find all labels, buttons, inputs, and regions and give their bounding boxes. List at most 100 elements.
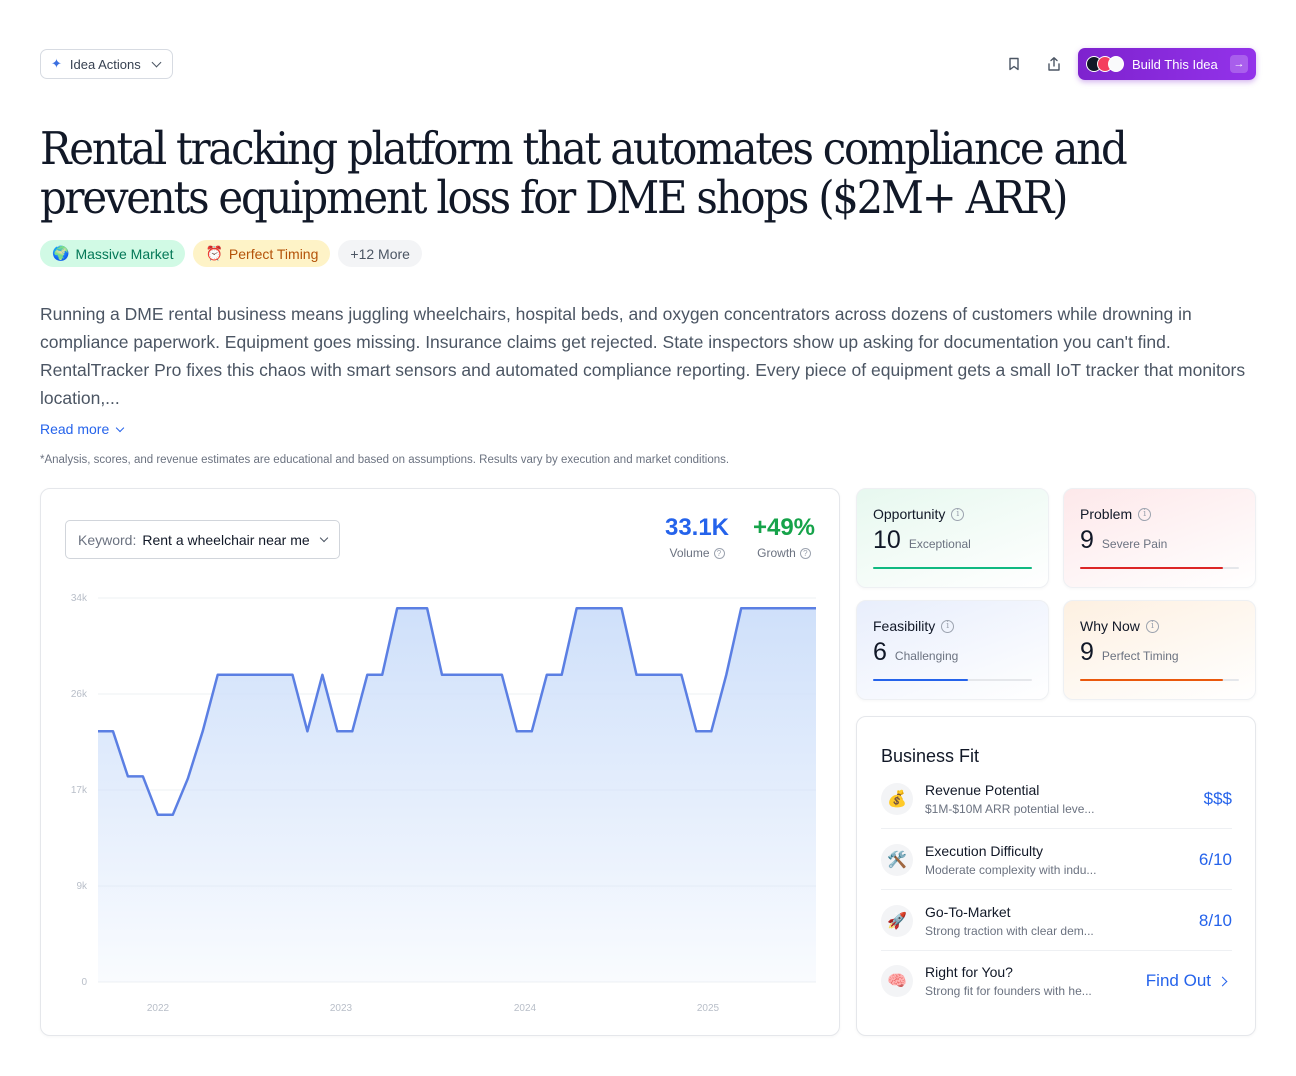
sparkle-icon: ✦ bbox=[51, 56, 62, 71]
score-bar-fill bbox=[1080, 567, 1224, 569]
score-subtitle: Exceptional bbox=[908, 537, 971, 551]
tag-massive-market[interactable]: 🌍 Massive Market bbox=[40, 240, 186, 267]
fit-value: $$$ bbox=[1203, 788, 1232, 808]
fit-subtitle: $1M-$10M ARR potential leve... bbox=[925, 801, 1095, 816]
tag-perfect-timing[interactable]: ⏰ Perfect Timing bbox=[193, 240, 331, 267]
brain-icon: 🧠 bbox=[881, 965, 913, 997]
score-bar bbox=[1080, 679, 1239, 681]
search-volume-chart: 34k 26k 17k 9k 0 2022 2023 2024 2025 bbox=[71, 593, 816, 1014]
y-tick-label: 0 bbox=[81, 977, 87, 988]
execution-difficulty-row[interactable]: 🛠️ Execution Difficulty Moderate complex… bbox=[881, 830, 1232, 890]
info-icon[interactable]: i bbox=[1145, 619, 1159, 633]
build-label: Build This Idea bbox=[1132, 56, 1218, 72]
score-bar bbox=[873, 679, 1032, 681]
fit-value: 6/10 bbox=[1198, 849, 1232, 869]
x-tick-label: 2023 bbox=[330, 1003, 353, 1014]
growth-label: Growth bbox=[757, 546, 796, 560]
why-now-score-card[interactable]: Why Now i 9 Perfect Timing bbox=[1063, 600, 1256, 700]
volume-area bbox=[98, 608, 816, 982]
score-bar-fill bbox=[1080, 679, 1224, 681]
keyword-label: Keyword: bbox=[78, 531, 137, 548]
score-name: Opportunity bbox=[873, 506, 946, 522]
alarm-clock-icon: ⏰ bbox=[205, 245, 223, 261]
bookmark-icon bbox=[1009, 57, 1019, 71]
info-icon[interactable]: i bbox=[941, 619, 955, 633]
y-tick-label: 26k bbox=[71, 689, 88, 700]
fit-name: Revenue Potential bbox=[925, 781, 1040, 798]
fit-name: Go-To-Market bbox=[925, 903, 1011, 920]
fit-name: Execution Difficulty bbox=[925, 842, 1044, 859]
bookmark-button[interactable] bbox=[1002, 52, 1026, 76]
score-value: 6 bbox=[873, 638, 887, 666]
globe-icon: 🌍 bbox=[52, 245, 70, 261]
x-tick-label: 2024 bbox=[514, 1003, 537, 1014]
read-more-label: Read more bbox=[40, 421, 110, 437]
tag-label: +12 More bbox=[350, 245, 410, 262]
volume-line bbox=[98, 606, 816, 817]
score-value: 10 bbox=[873, 526, 901, 554]
fit-value: 8/10 bbox=[1198, 910, 1232, 930]
find-out-link[interactable]: Find Out bbox=[1145, 971, 1228, 991]
read-more-link[interactable]: Read more bbox=[40, 421, 125, 437]
info-icon[interactable]: i bbox=[951, 507, 965, 521]
arrow-right-icon: → bbox=[1230, 55, 1248, 73]
tag-label: Perfect Timing bbox=[228, 245, 319, 262]
score-subtitle: Perfect Timing bbox=[1101, 649, 1179, 663]
volume-stat: 33.1K Volume? bbox=[661, 514, 733, 560]
idea-actions-label: Idea Actions bbox=[69, 56, 141, 72]
help-icon[interactable]: ? bbox=[713, 547, 725, 559]
y-tick-label: 34k bbox=[71, 593, 88, 604]
x-tick-label: 2025 bbox=[697, 1003, 720, 1014]
score-name: Feasibility bbox=[873, 618, 936, 634]
score-value: 9 bbox=[1080, 526, 1094, 554]
score-bar-fill bbox=[873, 567, 1032, 569]
find-out-label: Find Out bbox=[1145, 971, 1211, 990]
info-icon[interactable]: i bbox=[1138, 507, 1152, 521]
fit-name: Right for You? bbox=[925, 964, 1013, 980]
opportunity-score-card[interactable]: Opportunity i 10 Exceptional bbox=[856, 488, 1049, 588]
keyword-value: Rent a wheelchair near me bbox=[142, 531, 310, 548]
right-for-you-row: 🧠 Right for You? Strong fit for founders… bbox=[881, 951, 1232, 1011]
x-tick-label: 2022 bbox=[147, 1003, 170, 1014]
score-name: Why Now bbox=[1080, 618, 1140, 634]
tag-label: Massive Market bbox=[75, 245, 174, 262]
score-bar bbox=[873, 567, 1032, 569]
y-tick-label: 9k bbox=[76, 881, 88, 892]
tag-more[interactable]: +12 More bbox=[338, 240, 422, 267]
score-value: 9 bbox=[1080, 638, 1094, 666]
score-subtitle: Severe Pain bbox=[1101, 537, 1168, 551]
keyword-trend-card: Keyword: Rent a wheelchair near me 33.1K… bbox=[40, 488, 840, 1036]
problem-score-card[interactable]: Problem i 9 Severe Pain bbox=[1063, 488, 1256, 588]
revenue-potential-row[interactable]: 💰 Revenue Potential $1M-$10M ARR potenti… bbox=[881, 769, 1232, 829]
growth-stat: +49% Growth? bbox=[748, 514, 820, 560]
fit-subtitle: Strong traction with clear dem... bbox=[925, 923, 1094, 938]
feasibility-score-card[interactable]: Feasibility i 6 Challenging bbox=[856, 600, 1049, 700]
score-bar-fill bbox=[873, 679, 969, 681]
y-tick-label: 17k bbox=[71, 785, 88, 796]
fit-subtitle: Moderate complexity with indu... bbox=[925, 862, 1097, 877]
fit-subtitle: Strong fit for founders with he... bbox=[925, 984, 1092, 998]
money-bag-icon: 💰 bbox=[881, 782, 913, 815]
business-fit-title: Business Fit bbox=[881, 746, 980, 766]
score-subtitle: Challenging bbox=[894, 649, 959, 663]
build-this-idea-button[interactable]: Build This Idea → bbox=[1078, 48, 1256, 80]
share-icon bbox=[1048, 57, 1060, 71]
volume-label: Volume bbox=[669, 546, 710, 560]
score-name: Problem bbox=[1080, 506, 1133, 522]
keyword-select[interactable]: Keyword: Rent a wheelchair near me bbox=[65, 520, 340, 559]
growth-value: +49% bbox=[752, 514, 816, 541]
rocket-icon: 🚀 bbox=[881, 904, 913, 937]
tag-list: 🌍 Massive Market ⏰ Perfect Timing +12 Mo… bbox=[40, 240, 422, 267]
help-icon[interactable]: ? bbox=[799, 547, 811, 559]
tool-avatars bbox=[1086, 56, 1124, 72]
disclaimer: *Analysis, scores, and revenue estimates… bbox=[40, 454, 730, 466]
volume-value: 33.1K bbox=[664, 514, 730, 541]
idea-description: Running a DME rental business means jugg… bbox=[40, 304, 1246, 408]
go-to-market-row[interactable]: 🚀 Go-To-Market Strong traction with clea… bbox=[881, 891, 1232, 951]
idea-actions-button[interactable]: ✦ Idea Actions bbox=[40, 49, 173, 79]
chevron-down-icon bbox=[151, 57, 162, 67]
chevron-right-icon bbox=[1217, 976, 1228, 986]
page-title: Rental tracking platform that automates … bbox=[40, 122, 1128, 224]
share-button[interactable] bbox=[1042, 52, 1066, 76]
business-fit-card: Business Fit 💰 Revenue Potential $1M-$10… bbox=[856, 716, 1256, 1036]
